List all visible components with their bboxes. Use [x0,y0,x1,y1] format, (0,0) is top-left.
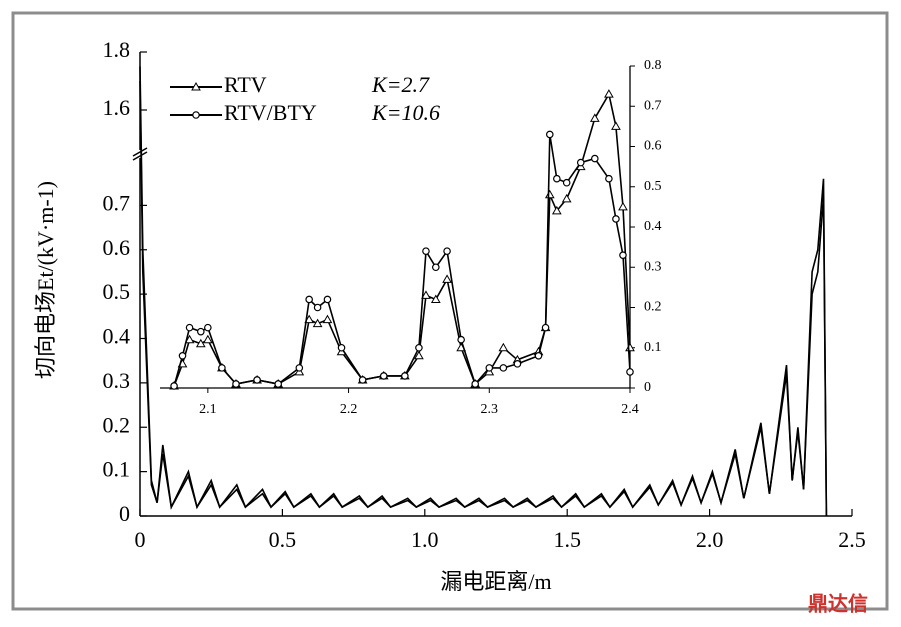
series-line [139,66,828,517]
marker [541,323,550,332]
marker [561,193,572,203]
marker [422,247,430,255]
x-tick-label: 0 [135,527,146,552]
y-tick-label: 0.6 [103,235,131,260]
inset-y-tick-label: 0.5 [644,179,662,194]
inset-x-tick-label: 2.4 [621,402,639,417]
marker [218,364,226,372]
legend-marker [191,81,201,91]
legend-note: K=2.7 [371,72,430,97]
inset-y-tick-label: 0.7 [644,98,662,113]
y-tick-label: 0.2 [103,412,131,437]
marker [197,327,205,336]
marker [545,130,554,139]
axis-break [132,147,148,157]
marker [589,113,600,122]
marker [323,295,332,304]
marker [513,360,522,368]
marker [274,380,283,388]
y-tick-label: 0.4 [103,324,131,349]
x-tick-label: 1.5 [553,527,581,552]
marker [337,343,346,352]
y-tick-label: 1.8 [103,37,131,62]
marker [178,351,187,360]
marker [202,334,213,344]
marker [551,205,562,215]
marker [619,251,627,259]
legend-label: RTV/BTY [224,100,317,125]
inset-background [160,62,630,388]
axis-break-gap [132,150,148,158]
marker [312,318,323,328]
marker [457,335,465,344]
marker [204,323,212,332]
y-tick-label: 0.3 [103,368,131,393]
y-tick-label: 0 [119,501,130,526]
marker [553,174,561,183]
marker [485,364,494,372]
watermark: 鼎达信 [808,592,868,616]
marker [605,174,613,183]
x-tick-label: 2.0 [696,527,724,552]
inset-x-tick-label: 2.2 [340,402,358,417]
marker [432,263,440,272]
frame [11,11,889,611]
marker [534,351,543,360]
inset-y-tick-label: 0.8 [644,58,662,73]
marker [443,247,451,255]
y-tick-label: 0.5 [103,279,131,304]
marker [626,368,634,376]
marker [611,121,621,130]
marker [253,376,261,384]
marker [322,314,333,324]
marker [442,274,452,283]
y-tick-label: 0.7 [103,190,131,215]
y-axis-label: 切向电场Et/(kV·m-1) [33,181,58,379]
legend-note: K=10.6 [371,100,440,125]
marker [612,215,620,223]
marker [232,380,240,388]
inset-y-tick-label: 0.6 [644,139,662,154]
marker [499,364,508,372]
marker [414,350,424,360]
marker [498,342,509,352]
marker [379,372,388,380]
marker [313,303,322,312]
marker [170,382,178,390]
marker [358,376,367,384]
inset-y-tick-label: 0.1 [644,340,662,355]
marker [305,295,313,304]
marker [185,323,194,332]
y-tick-label: 0.1 [103,457,131,482]
marker [295,364,304,372]
marker [195,338,206,348]
inset-y-tick-label: 0.3 [644,259,662,274]
axis-break [132,151,148,161]
marker [591,154,599,163]
marker [184,334,195,344]
inset-y-tick-label: 0.2 [644,300,662,315]
x-tick-label: 0.5 [269,527,297,552]
inset-x-tick-label: 2.3 [481,402,499,417]
x-tick-label: 1.0 [411,527,439,552]
marker [415,343,423,352]
legend-marker [192,111,200,119]
marker [618,201,628,211]
y-tick-label: 1.6 [103,95,131,120]
marker [430,294,441,303]
marker [401,372,409,380]
x-tick-label: 2.5 [838,527,866,552]
marker [562,178,571,187]
marker [604,89,614,98]
x-axis-label: 漏电距离/m [440,569,551,594]
inset-y-tick-label: 0 [644,380,651,395]
marker [576,158,585,167]
legend-label: RTV [224,72,267,97]
inset-y-tick-label: 0.4 [644,219,662,234]
inset-x-tick-label: 2.1 [199,402,217,417]
marker [471,380,480,388]
marker [421,290,431,299]
